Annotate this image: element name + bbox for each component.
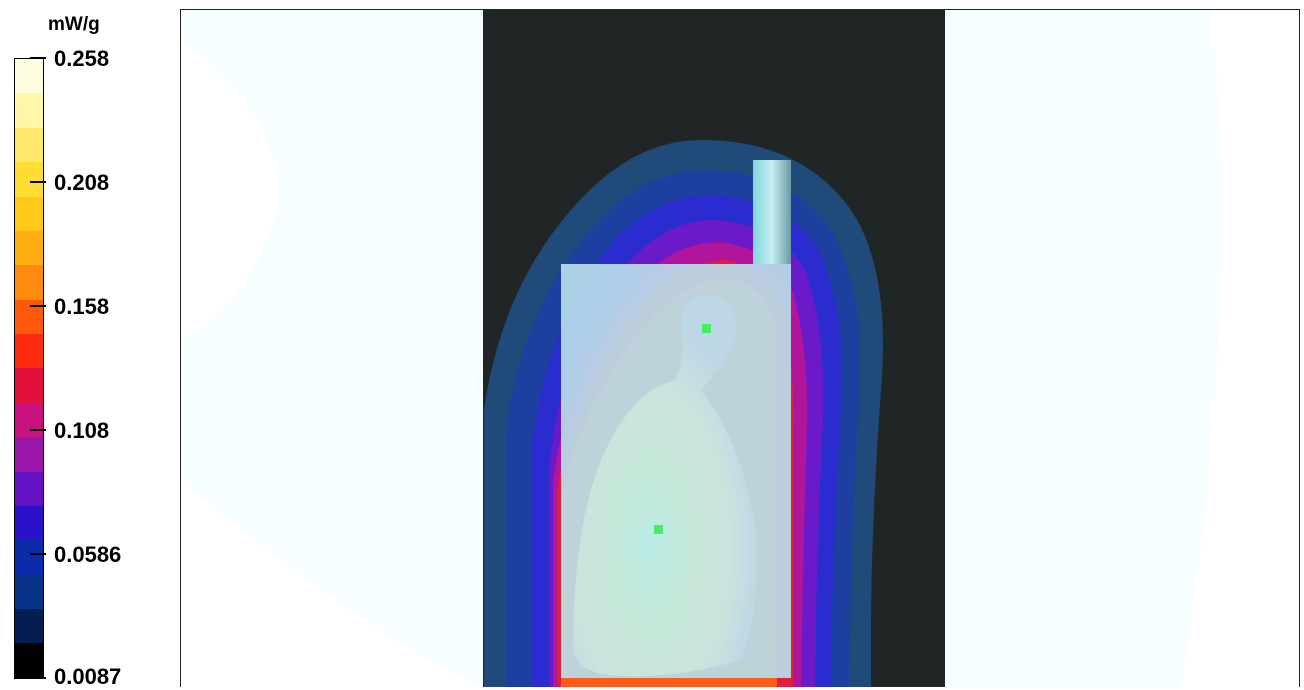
legend-tick (30, 677, 46, 679)
sar-plot-svg (181, 10, 1299, 687)
legend-band (15, 471, 43, 506)
peak-marker (654, 525, 663, 534)
legend-tick (30, 305, 46, 307)
background-shade (1181, 10, 1299, 687)
color-legend: mW/g 0.258 0.208 0.158 0.108 0.0586 0.0087 (0, 0, 180, 689)
phone-hotspot-shading (573, 295, 757, 677)
legend-tick (30, 181, 46, 183)
legend-band (15, 334, 43, 369)
phone-antenna (753, 160, 791, 264)
legend-band (15, 368, 43, 403)
legend-tick-label: 0.158 (54, 294, 110, 319)
legend-band (15, 643, 43, 678)
legend-tick (30, 553, 46, 555)
legend-tick-label: 0.0087 (54, 664, 122, 689)
legend-unit: mW/g (48, 14, 100, 35)
legend-band (15, 609, 43, 644)
legend-band (15, 162, 43, 197)
legend-band (15, 59, 43, 94)
legend-tick-label: 0.0586 (54, 542, 122, 567)
legend-band (15, 574, 43, 609)
legend-tick (30, 429, 46, 431)
legend-band (15, 402, 43, 438)
background-shade (181, 40, 277, 340)
legend-band (15, 230, 43, 266)
legend-tick (30, 57, 46, 59)
legend-tick-label: 0.108 (54, 418, 110, 443)
legend-tick-label: 0.258 (54, 46, 110, 71)
legend-band (15, 127, 43, 163)
background-shade (181, 480, 479, 687)
legend-band (15, 505, 43, 541)
peak-marker (702, 324, 711, 333)
legend-band (15, 437, 43, 472)
sar-distribution-plot (180, 9, 1300, 687)
legend-band (15, 540, 43, 575)
legend-tick-label: 0.208 (54, 170, 110, 195)
legend-band (15, 196, 43, 231)
legend-band (15, 93, 43, 128)
legend-band (15, 265, 43, 300)
legend-color-bar (14, 58, 44, 679)
